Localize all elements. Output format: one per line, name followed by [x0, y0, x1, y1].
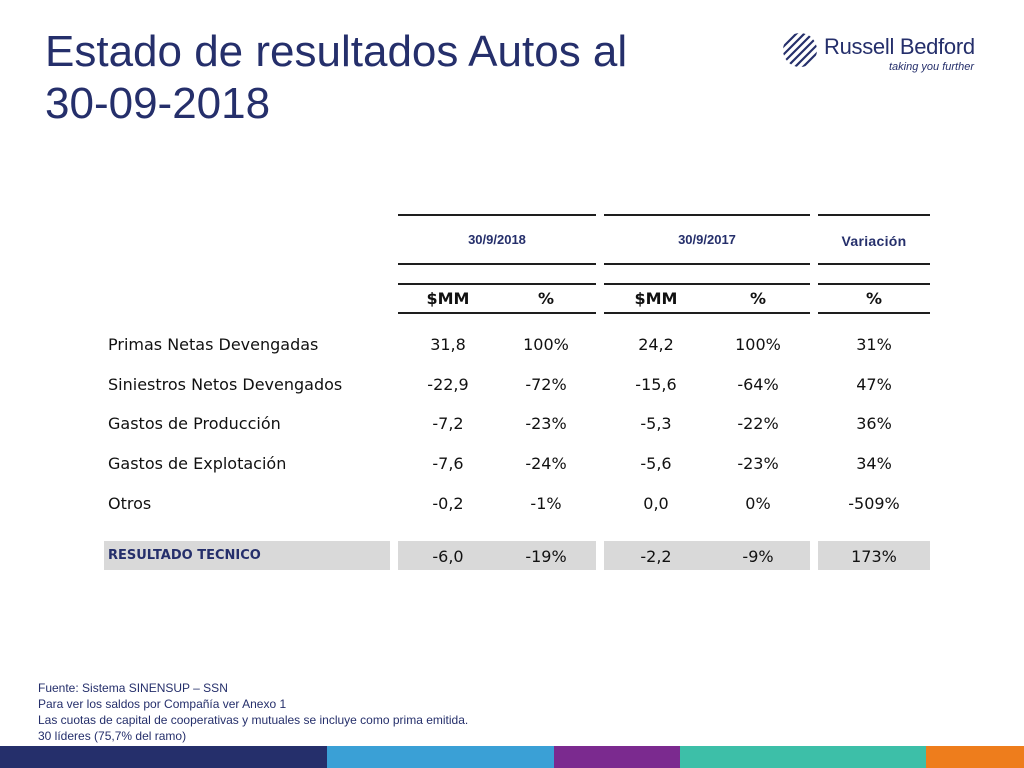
header-rule — [398, 214, 596, 216]
table-cell: 100% — [523, 335, 569, 354]
row-label: Gastos de Explotación — [108, 454, 287, 473]
table-cell: 47% — [856, 375, 892, 394]
header-rule — [604, 283, 810, 285]
header-rule — [604, 214, 810, 216]
footnote-leaders: 30 líderes (75,7% del ramo) — [38, 729, 187, 743]
row-label: Gastos de Producción — [108, 414, 281, 433]
table-cell: 31% — [856, 335, 892, 354]
unit-header: % — [865, 289, 883, 308]
result-label: RESULTADO TECNICO — [108, 548, 261, 563]
row-label: Siniestros Netos Devengados — [108, 375, 343, 394]
table-cell: -7,6 — [432, 454, 464, 473]
table-cell: 31,8 — [430, 335, 466, 354]
result-band — [398, 541, 596, 570]
unit-header: $MM — [426, 289, 470, 308]
header-rule — [818, 263, 930, 265]
row-label: Otros — [108, 494, 152, 513]
result-cell: -19% — [525, 547, 567, 566]
variation-header: Variación — [841, 233, 907, 249]
header-rule — [604, 263, 810, 265]
table-cell: 36% — [856, 414, 892, 433]
logo-tagline: taking you further — [889, 61, 974, 73]
table-cell: -23% — [525, 414, 567, 433]
row-label: Primas Netas Devengadas — [108, 335, 319, 354]
footnote-source: Fuente: Sistema SINENSUP – SSN — [38, 681, 228, 695]
result-cell: -9% — [742, 547, 774, 566]
table-cell: -7,2 — [432, 414, 464, 433]
table-cell: -22% — [737, 414, 779, 433]
table-cell: -22,9 — [427, 375, 469, 394]
color-bar-segment — [554, 746, 680, 768]
color-bar-segment — [680, 746, 926, 768]
table-cell: -64% — [737, 375, 779, 394]
globe-logo-icon — [783, 33, 817, 67]
result-band — [104, 541, 390, 570]
result-band — [604, 541, 810, 570]
logo-name: Russell Bedford — [824, 34, 975, 59]
unit-header: $MM — [634, 289, 678, 308]
unit-header: % — [749, 289, 767, 308]
table-cell: -5,3 — [640, 414, 672, 433]
header-rule — [604, 312, 810, 314]
table-cell: 0% — [745, 494, 771, 513]
color-bar-segment — [0, 746, 327, 768]
unit-header: % — [537, 289, 555, 308]
table-cell: -24% — [525, 454, 567, 473]
result-cell: 173% — [851, 547, 897, 566]
color-bar-segment — [327, 746, 554, 768]
table-cell: -5,6 — [640, 454, 672, 473]
header-rule — [398, 312, 596, 314]
russell-bedford-logo: Russell Bedford taking you further — [782, 32, 982, 80]
period-header-2018: 30/9/2018 — [468, 232, 526, 247]
result-cell: -6,0 — [432, 547, 464, 566]
result-cell: -2,2 — [640, 547, 672, 566]
footnote-cooperatives: Las cuotas de capital de cooperativas y … — [38, 713, 469, 727]
header-rule — [398, 263, 596, 265]
result-band — [818, 541, 930, 570]
page-title: Estado de resultados Autos al 30-09-2018 — [45, 27, 628, 128]
header-rule — [818, 214, 930, 216]
color-bar-segment — [926, 746, 1024, 768]
table-cell: -23% — [737, 454, 779, 473]
footnote-annex: Para ver los saldos por Compañía ver Ane… — [38, 697, 287, 711]
table-cell: -1% — [530, 494, 562, 513]
header-rule — [818, 312, 930, 314]
table-cell: -509% — [848, 494, 900, 513]
header-rule — [818, 283, 930, 285]
header-rule — [398, 283, 596, 285]
table-cell: 100% — [735, 335, 781, 354]
table-cell: -15,6 — [635, 375, 677, 394]
table-cell: 0,0 — [643, 494, 669, 513]
table-cell: 24,2 — [638, 335, 674, 354]
table-cell: -72% — [525, 375, 567, 394]
table-cell: -0,2 — [432, 494, 464, 513]
table-cell: 34% — [856, 454, 892, 473]
period-header-2017: 30/9/2017 — [678, 232, 736, 247]
